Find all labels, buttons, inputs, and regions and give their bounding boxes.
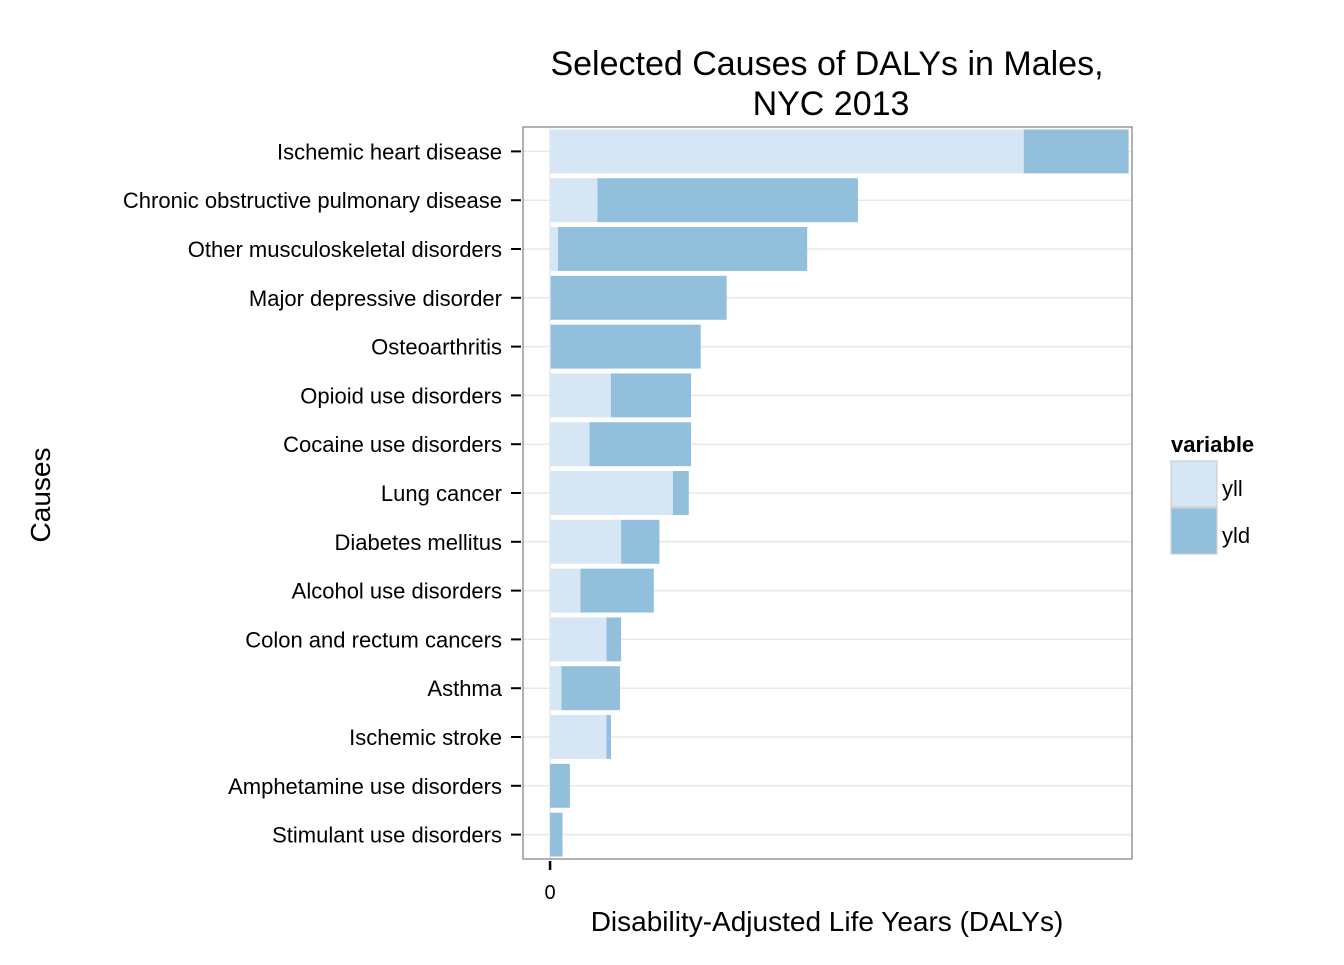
y-tick-label: Cocaine use disorders [283,432,502,457]
y-tick-label: Diabetes mellitus [334,530,502,555]
bar-yld-14 [550,763,570,808]
y-tick-label: Osteoarthritis [371,335,502,360]
bar-yld-4 [550,275,727,320]
bar-yld-1 [1023,129,1129,174]
y-tick-label: Opioid use disorders [300,383,502,408]
y-tick-label: Lung cancer [381,481,502,506]
y-tick-label: Ischemic stroke [349,725,502,750]
legend-title: variable [1171,432,1254,457]
bar-yld-9 [621,519,660,564]
bar-yld-2 [597,178,858,223]
y-tick-label: Colon and rectum cancers [245,627,502,652]
legend-key-yll [1170,460,1218,508]
y-tick-label: Amphetamine use disorders [228,774,502,799]
bar-yll-10 [550,568,581,613]
bar-yll-12 [550,666,562,711]
y-tick-label: Chronic obstructive pulmonary disease [123,188,502,213]
bar-yld-6 [610,373,692,418]
plot-border [522,126,1133,860]
bar-yld-11 [606,617,622,662]
y-tick-label: Ischemic heart disease [277,139,502,164]
legend-label-yll: yll [1222,476,1243,501]
bar-yll-6 [550,373,611,418]
bar-yll-9 [550,519,622,564]
y-axis-label: Causes [25,448,56,543]
y-tick-label: Major depressive disorder [249,286,502,311]
x-axis-label: Disability-Adjusted Life Years (DALYs) [591,906,1064,937]
bar-yll-13 [550,715,607,759]
bar-yld-8 [672,471,689,515]
bar-yll-3 [550,227,558,271]
bar-yld-3 [557,227,808,271]
legend-label-yld: yld [1222,523,1250,548]
legend-key-yld [1170,507,1218,555]
bar-yld-13 [606,715,611,759]
bar-yld-5 [550,324,701,369]
bar-yll-2 [550,178,598,223]
chart-title-line-2: NYC 2013 [753,85,910,123]
bar-yld-15 [550,812,563,857]
y-tick-label: Asthma [427,676,502,701]
bar-yld-10 [580,568,654,613]
bar-yll-4 [550,275,551,320]
chart-title-line-1: Selected Causes of DALYs in Males, [550,45,1103,83]
bar-yll-5 [550,324,551,369]
bar-yll-1 [550,129,1024,174]
plot-area: Ischemic heart disease Chronic obstructiv… [123,126,1133,904]
bar-yld-7 [589,422,692,467]
bar-yll-11 [550,617,607,662]
y-tick-label: Alcohol use disorders [292,579,502,604]
y-tick-label: Stimulant use disorders [272,823,502,848]
y-tick-label: Other musculoskeletal disorders [188,237,502,262]
x-tick-label: 0 [545,882,556,904]
legend: variable yll yld [1170,432,1254,555]
bar-yll-7 [550,422,590,467]
bar-yld-12 [561,666,620,711]
bar-yll-8 [550,471,673,515]
